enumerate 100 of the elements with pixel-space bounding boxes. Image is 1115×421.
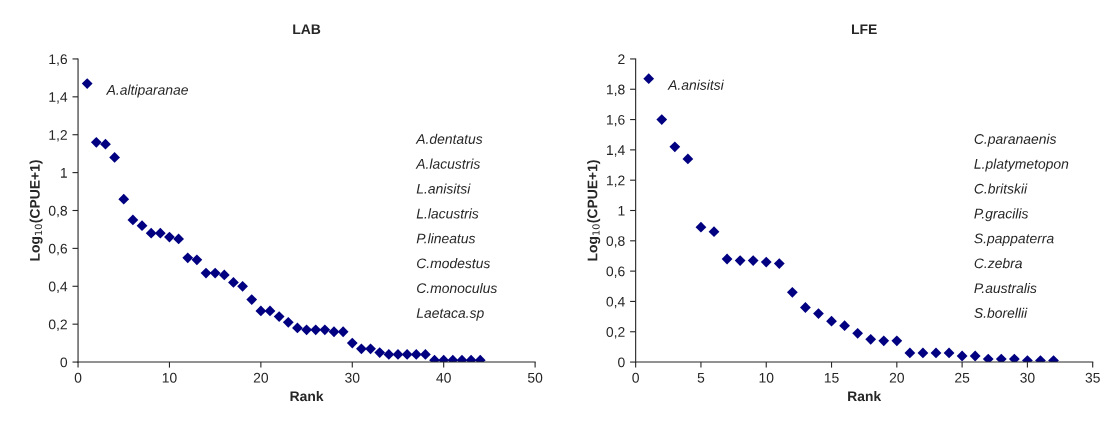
x-tick-label: 20 bbox=[889, 372, 904, 383]
point bbox=[786, 286, 798, 298]
point bbox=[264, 305, 276, 317]
annotation: P.lineatus bbox=[416, 233, 476, 244]
annotation: A.altiparanae bbox=[105, 84, 188, 98]
point bbox=[90, 136, 102, 148]
point bbox=[319, 324, 331, 336]
annotation: A.dentatus bbox=[415, 133, 483, 144]
x-tick-label: 10 bbox=[759, 372, 774, 383]
point bbox=[465, 354, 477, 363]
y-tick-label: 0,8 bbox=[48, 205, 68, 218]
y-tick-label: 0,4 bbox=[606, 296, 625, 309]
x-tick-label: 20 bbox=[253, 372, 269, 383]
point bbox=[669, 141, 681, 153]
y-tick-label: 1 bbox=[618, 205, 625, 216]
y-axis-title: Log$_{10}$(CPUE+1) bbox=[587, 160, 601, 261]
point bbox=[374, 347, 386, 358]
point bbox=[656, 114, 668, 125]
point bbox=[708, 226, 720, 238]
annotation: L.platymetopon bbox=[974, 158, 1069, 172]
point bbox=[228, 277, 239, 288]
x-tick-label: 5 bbox=[697, 372, 705, 383]
point bbox=[209, 267, 221, 279]
point bbox=[282, 316, 294, 328]
point bbox=[356, 343, 367, 355]
point bbox=[246, 294, 258, 305]
y-tick-label: 2 bbox=[618, 54, 625, 64]
y-tick-label: 0,8 bbox=[606, 236, 625, 248]
y-tick-label: 0,6 bbox=[48, 243, 68, 256]
annotation: A.anisitsi bbox=[667, 79, 725, 90]
point bbox=[969, 350, 981, 362]
point bbox=[800, 302, 811, 313]
y-tick-label: 0 bbox=[60, 357, 68, 368]
x-tick-label: 15 bbox=[824, 372, 839, 383]
point bbox=[273, 311, 285, 322]
point bbox=[721, 253, 733, 265]
point bbox=[1008, 353, 1020, 363]
y-tick-label: 1,8 bbox=[606, 84, 625, 97]
point bbox=[383, 349, 395, 360]
point bbox=[474, 354, 486, 363]
y-axis-title: Log$_{10}$(CPUE+1) bbox=[29, 160, 43, 261]
y-tick-label: 0,2 bbox=[606, 327, 625, 339]
point bbox=[982, 353, 994, 363]
point bbox=[747, 255, 759, 266]
x-tick-label: 30 bbox=[1020, 372, 1035, 383]
annotation: Laetaca.sp bbox=[416, 308, 484, 321]
point bbox=[182, 252, 194, 264]
point bbox=[852, 327, 864, 339]
point bbox=[191, 254, 203, 266]
point bbox=[1048, 355, 1059, 363]
point bbox=[826, 315, 837, 327]
x-tick-label: 0 bbox=[632, 372, 639, 383]
x-axis-title: Rank bbox=[848, 390, 882, 402]
point bbox=[904, 347, 916, 359]
y-tick-label: 1,4 bbox=[606, 145, 625, 157]
annotation: L.lacustris bbox=[416, 208, 479, 219]
point bbox=[891, 335, 903, 347]
y-tick-label: 0 bbox=[618, 357, 625, 368]
point bbox=[1035, 355, 1046, 363]
annotation: C.zebra bbox=[974, 258, 1023, 269]
point bbox=[760, 256, 772, 268]
point bbox=[218, 269, 230, 281]
point bbox=[127, 214, 139, 226]
point bbox=[917, 347, 929, 359]
point bbox=[346, 337, 358, 349]
annotation: P.australis bbox=[974, 282, 1037, 294]
point bbox=[255, 305, 267, 317]
point bbox=[328, 326, 340, 338]
x-tick-label: 25 bbox=[955, 372, 970, 383]
x-tick-label: 10 bbox=[162, 372, 177, 383]
x-tick-label: 50 bbox=[527, 372, 543, 383]
point bbox=[943, 347, 955, 359]
x-tick-label: 0 bbox=[74, 372, 82, 383]
point bbox=[773, 258, 785, 269]
point bbox=[813, 308, 824, 319]
point bbox=[337, 326, 349, 338]
point bbox=[956, 350, 968, 362]
annotation: C.britskii bbox=[974, 183, 1028, 194]
point bbox=[839, 320, 850, 332]
point bbox=[237, 280, 248, 292]
y-tick-label: 1,2 bbox=[606, 175, 625, 187]
x-tick-label: 35 bbox=[1085, 372, 1100, 383]
point bbox=[81, 78, 93, 89]
point bbox=[643, 73, 655, 85]
point bbox=[145, 227, 157, 239]
point bbox=[930, 347, 942, 359]
point bbox=[420, 349, 431, 360]
annotation: C.paranaenis bbox=[974, 133, 1057, 147]
point bbox=[301, 324, 312, 336]
annotation: L.anisitsi bbox=[416, 183, 471, 194]
y-tick-label: 0,4 bbox=[48, 281, 68, 294]
point bbox=[878, 335, 890, 347]
point bbox=[173, 233, 184, 245]
annotation: A.lacustris bbox=[415, 158, 481, 169]
y-tick-label: 0,2 bbox=[48, 319, 67, 331]
x-tick-label: 30 bbox=[345, 372, 360, 383]
chart-title: LFE bbox=[851, 24, 877, 34]
point bbox=[995, 353, 1007, 363]
x-tick-label: 40 bbox=[436, 372, 451, 383]
point bbox=[695, 221, 707, 233]
